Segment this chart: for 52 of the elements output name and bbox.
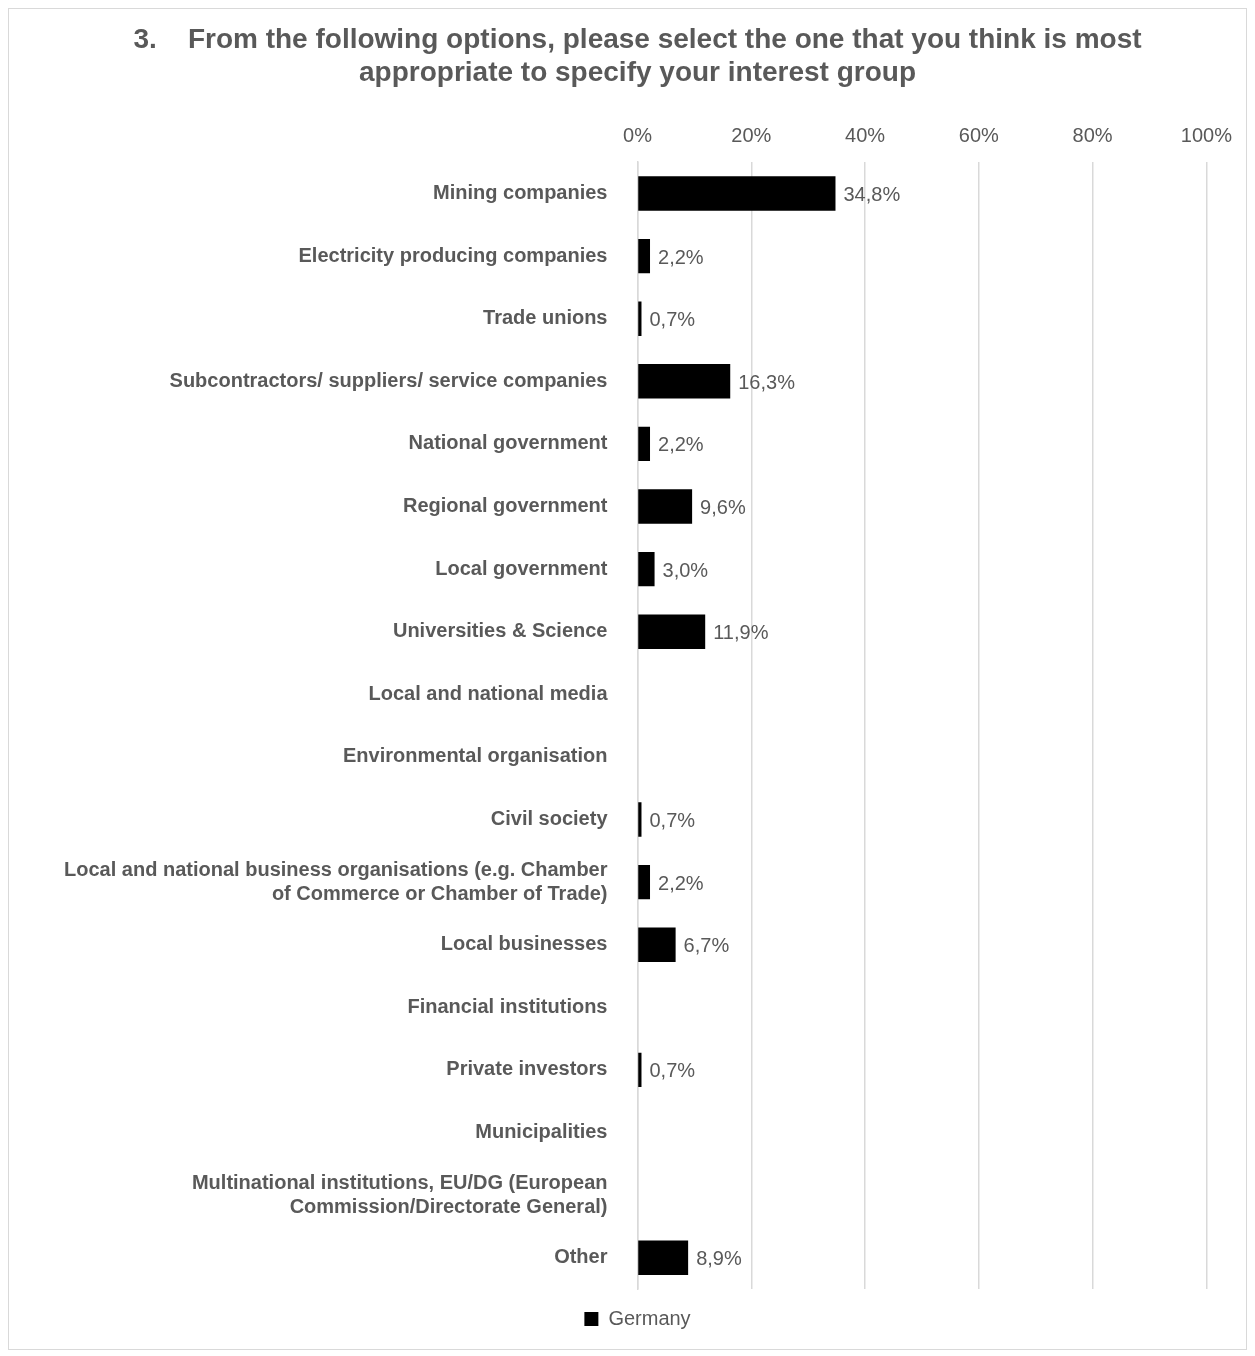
bar xyxy=(638,176,836,211)
data-label: 9,6% xyxy=(700,496,746,519)
bar xyxy=(638,551,655,587)
y-tick-label: Trade unions xyxy=(483,306,608,329)
x-tick-label: 40% xyxy=(845,123,886,146)
data-label: 0,7% xyxy=(649,809,696,832)
y-tick-label: Municipalities xyxy=(475,1120,608,1143)
bar xyxy=(638,426,651,462)
bar xyxy=(638,927,676,962)
y-tick-label: Electricity producing companies xyxy=(298,243,608,266)
y-tick-label: Regional government xyxy=(403,494,608,517)
y-tick-label: Financial institutions xyxy=(407,994,608,1017)
data-label: 11,9% xyxy=(713,621,769,644)
y-tick-label: Environmental organisation xyxy=(343,744,608,767)
data-label: 16,3% xyxy=(738,370,796,393)
data-label: 2,2% xyxy=(658,871,704,894)
legend-label: Germany xyxy=(608,1306,691,1329)
y-tick-label: Local and national business organisations (e.g. Chamber of Commerce or Chamber of Trade) xyxy=(64,857,608,904)
y-tick-label: Other xyxy=(554,1245,608,1268)
x-tick-label: 20% xyxy=(731,123,772,146)
bar xyxy=(638,1052,642,1088)
bar xyxy=(638,364,731,399)
data-label: 8,9% xyxy=(696,1247,742,1270)
y-tick-label: Multinational institutions, EU/DG (European Commission/Directorate General) xyxy=(191,1170,608,1217)
x-tick-label: 80% xyxy=(1072,123,1113,146)
data-label: 2,2% xyxy=(658,245,704,268)
y-tick-label: Mining companies xyxy=(433,181,608,204)
bar xyxy=(638,802,642,837)
bar xyxy=(638,864,651,900)
bar xyxy=(638,301,642,336)
bar xyxy=(638,1240,689,1275)
chart-title: 3. From the following options, please select the one that you think is most appropriate to specify your interest group xyxy=(133,22,1142,88)
data-label: 34,8% xyxy=(843,183,901,206)
data-label: 6,7% xyxy=(683,934,730,957)
y-tick-label: Local and national media xyxy=(368,681,609,704)
data-label: 0,7% xyxy=(649,308,696,331)
bar xyxy=(638,238,651,274)
data-label: 0,7% xyxy=(649,1059,696,1082)
data-label: 3,0% xyxy=(662,558,709,581)
x-tick-label: 60% xyxy=(958,123,1000,146)
x-tick-label: 0% xyxy=(623,123,653,146)
y-tick-label: Universities & Science xyxy=(392,619,608,642)
y-tick-label: Civil society xyxy=(490,807,609,830)
bar xyxy=(638,489,693,524)
x-tick-label: 100% xyxy=(1180,123,1233,146)
y-tick-label: Private investors xyxy=(446,1057,608,1080)
y-tick-label: Local government xyxy=(435,556,608,579)
bar xyxy=(638,614,706,649)
data-label: 2,2% xyxy=(658,433,704,456)
y-tick-label: Local businesses xyxy=(440,932,608,955)
y-tick-label: Subcontractors/ suppliers/ service companies xyxy=(169,368,608,391)
y-tick-label: National government xyxy=(408,431,608,454)
